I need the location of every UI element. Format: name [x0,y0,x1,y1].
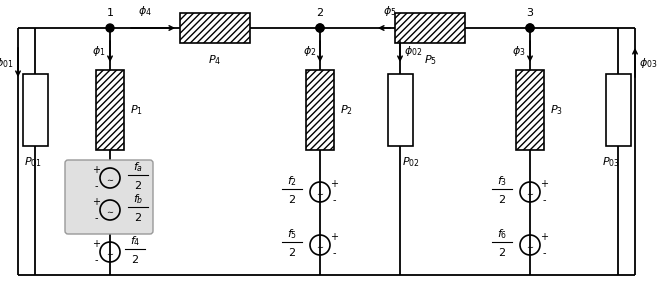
Text: -: - [332,195,336,205]
Text: 2: 2 [288,248,296,258]
Circle shape [526,24,534,32]
Text: $P_{01}$: $P_{01}$ [24,155,42,169]
Text: $f_3$: $f_3$ [497,174,507,188]
Bar [606,74,631,146]
Text: 2: 2 [135,213,141,223]
Text: $\sim$: $\sim$ [315,189,325,198]
Text: $P_{02}$: $P_{02}$ [402,155,420,169]
Text: $\sim$: $\sim$ [315,242,325,251]
Text: $f_5$: $f_5$ [287,227,297,241]
Text: $\phi_1$: $\phi_1$ [93,45,106,58]
Text: 2: 2 [317,8,323,18]
Text: 2: 2 [131,255,139,265]
Text: $\sim$: $\sim$ [525,242,535,251]
Text: $\phi_{02}$: $\phi_{02}$ [404,45,422,58]
Text: -: - [542,195,546,205]
Text: +: + [92,239,100,249]
Text: 2: 2 [288,195,296,205]
Circle shape [316,24,324,32]
Text: $\phi_4$: $\phi_4$ [138,4,152,18]
Text: +: + [540,179,548,189]
Text: 1: 1 [106,8,114,18]
Text: $f_a$: $f_a$ [133,160,143,174]
Text: $f_b$: $f_b$ [133,192,143,206]
Text: $\phi_{01}$: $\phi_{01}$ [0,56,14,69]
Text: +: + [540,232,548,242]
Text: $\sim$: $\sim$ [105,175,115,183]
Text: -: - [542,248,546,258]
Circle shape [316,24,324,32]
Text: $\phi_5$: $\phi_5$ [383,4,397,18]
Text: $\sim$: $\sim$ [105,206,115,215]
Text: 2: 2 [135,181,141,191]
FancyBboxPatch shape [65,160,153,234]
Text: $P_4$: $P_4$ [208,53,221,67]
Text: +: + [330,232,338,242]
Text: $\phi_{03}$: $\phi_{03}$ [639,56,657,69]
Text: +: + [92,197,100,207]
Text: -: - [332,248,336,258]
Bar [388,74,413,146]
Text: $\phi_2$: $\phi_2$ [302,45,316,58]
Text: -: - [94,181,98,191]
Text: $f_6$: $f_6$ [497,227,507,241]
Text: +: + [330,179,338,189]
Text: $f_4$: $f_4$ [130,234,140,248]
Text: -: - [94,213,98,223]
Text: $f_2$: $f_2$ [287,174,297,188]
Bar [395,13,465,43]
Text: 2: 2 [499,195,506,205]
Text: -: - [94,255,98,265]
Bar [96,70,124,150]
Text: 2: 2 [499,248,506,258]
Circle shape [526,24,534,32]
Bar [180,13,250,43]
Text: $P_{03}$: $P_{03}$ [602,155,620,169]
Text: +: + [92,165,100,175]
Text: $\phi_3$: $\phi_3$ [512,45,526,58]
Text: $P_5$: $P_5$ [424,53,436,67]
Text: $P_3$: $P_3$ [550,103,563,117]
Text: $\sim$: $\sim$ [105,249,115,257]
Circle shape [106,24,114,32]
Text: 3: 3 [526,8,533,18]
Text: $\sim$: $\sim$ [525,189,535,198]
Text: $P_2$: $P_2$ [340,103,353,117]
Text: $P_1$: $P_1$ [130,103,143,117]
Bar [22,74,47,146]
Bar [516,70,544,150]
Bar [306,70,334,150]
